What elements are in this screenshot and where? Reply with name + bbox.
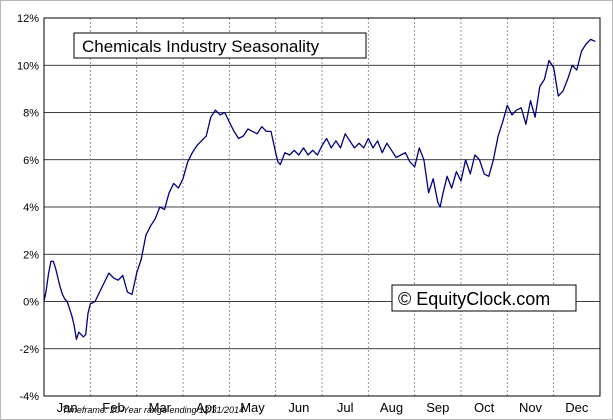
y-tick-label: -2% (19, 344, 39, 356)
y-tick-label: 4% (23, 202, 39, 214)
x-tick-label: Oct (474, 400, 495, 415)
x-axis-ticks: Jan Feb Mar Apr May Jun Jul Aug Sep Oct Nov Dec (57, 400, 589, 415)
y-tick-label: 6% (23, 155, 39, 167)
y-axis-ticks: -4% -2% 0% 2% 4% 6% 8% 10% 12% (17, 13, 39, 403)
x-tick-label: Jul (337, 400, 354, 415)
x-tick-label: Sep (426, 400, 449, 415)
y-tick-label: 12% (17, 13, 39, 25)
x-tick-label: Dec (565, 400, 589, 415)
x-tick-label: Feb (102, 400, 124, 415)
x-tick-label: Jun (288, 400, 309, 415)
plot-area-border (43, 17, 601, 397)
title-box: Chemicals Industry Seasonality (73, 32, 367, 59)
x-tick-label: Mar (149, 400, 172, 415)
y-tick-label: 8% (23, 108, 39, 120)
x-tick-label: Aug (380, 400, 403, 415)
y-tick-label: 10% (17, 60, 39, 72)
watermark-box: © EquityClock.com (391, 284, 577, 312)
watermark-text: © EquityClock.com (398, 289, 550, 309)
y-tick-label: 0% (23, 297, 39, 309)
x-tick-label: Nov (519, 400, 543, 415)
x-tick-label: Jan (57, 400, 78, 415)
x-tick-label: Apr (196, 400, 217, 415)
chart-title: Chemicals Industry Seasonality (82, 37, 320, 56)
y-tick-label: -4% (19, 391, 39, 403)
footnote: Timeframe: 20-Year range ending 12/31/20… (62, 405, 244, 415)
x-tick-label: May (240, 400, 265, 415)
y-tick-label: 2% (23, 249, 39, 261)
grid-lines (44, 18, 600, 396)
seasonality-line (43, 38, 596, 340)
